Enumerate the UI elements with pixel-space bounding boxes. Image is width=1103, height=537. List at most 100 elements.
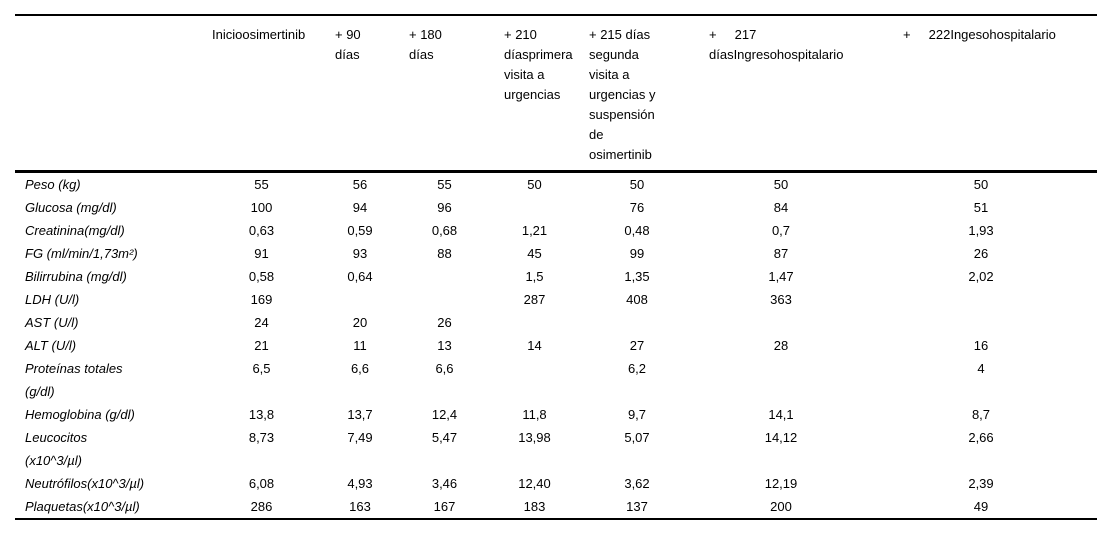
value-cell [697,357,865,403]
row-label: Plaquetas(x10^3/µl) [25,499,140,514]
value-cell: 363 [770,292,792,307]
value-cell: 9,7 [627,407,647,422]
column-header-222-dias: + 222Ingesohospitalario [865,15,1097,173]
value-cell: 8,7 [971,407,991,422]
value-cell: 6,6 [350,361,370,376]
value-cell: 12,19 [764,476,798,491]
row-label: FG (ml/min/1,73m²) [25,246,138,261]
metric-row-proteinas: Proteínas totales (g/dl) 6,5 6,6 6,6 6,2… [15,357,1097,403]
value-cell: 50 [773,177,789,192]
value-cell [397,265,492,288]
value-cell: 26 [437,315,452,330]
value-cell [865,311,1097,334]
value-cell: 5,47 [431,430,458,445]
row-label: Creatinina(mg/dl) [25,223,125,238]
value-cell: 14,1 [768,407,794,422]
corner-cell [15,15,200,173]
value-cell: 3,46 [431,476,458,491]
value-cell: 6,6 [435,361,454,376]
value-cell: 13,98 [518,430,551,445]
header-row: Inicioosimertinib + 90 días + 180 días +… [15,15,1097,173]
value-cell: 51 [973,200,989,215]
column-header-inicio: Inicioosimertinib [200,15,323,173]
value-cell: 6,08 [248,476,275,491]
metric-row-fg: FG (ml/min/1,73m²) 91 93 88 45 99 87 26 [15,242,1097,265]
followup-lab-values: Inicioosimertinib + 90 días + 180 días +… [15,14,1097,520]
column-header-215-dias: + 215 días segunda visita a urgencias y … [577,15,697,173]
value-cell: 76 [629,200,645,215]
value-cell: 1,35 [624,269,650,284]
value-cell: 0,64 [347,269,373,284]
value-cell: 45 [527,246,542,261]
value-cell: 11 [353,338,367,353]
metric-row-peso: Peso (kg) 55 56 55 50 50 50 50 [15,172,1097,197]
metric-row-bilirrubina: Bilirrubina (mg/dl) 0,58 0,64 1,5 1,35 1… [15,265,1097,288]
value-cell: 56 [352,177,368,192]
value-cell: 21 [254,338,269,353]
value-cell [577,311,697,334]
value-cell: 13 [437,338,452,353]
value-cell: 13,8 [248,407,275,422]
value-cell: 100 [250,200,273,215]
metric-row-hemoglobina: Hemoglobina (g/dl) 13,8 13,7 12,4 11,8 9… [15,403,1097,426]
value-cell: 287 [523,292,546,307]
value-cell: 3,62 [624,476,650,491]
value-cell: 84 [773,200,789,215]
value-cell [492,311,577,334]
value-cell: 4 [977,361,985,376]
row-label: Peso (kg) [25,177,81,192]
value-cell: 11,8 [522,407,547,422]
value-cell: 1,21 [521,223,548,238]
metric-row-leucocitos: Leucocitos (x10^3/µl) 8,73 7,49 5,47 13,… [15,426,1097,472]
value-cell: 167 [433,499,456,514]
value-cell: 28 [773,338,789,353]
value-cell: 13,7 [347,407,373,422]
column-header-210-dias: + 210 díasprimera visita a urgencias [492,15,577,173]
value-cell [865,288,1097,311]
value-cell: 0,63 [248,223,275,238]
metric-row-neutrofilos: Neutrófilos(x10^3/µl) 6,08 4,93 3,46 12,… [15,472,1097,495]
value-cell: 7,49 [347,430,373,445]
value-cell: 12,4 [431,407,458,422]
value-cell: 286 [250,499,273,514]
value-cell: 6,2 [627,361,647,376]
value-cell: 0,68 [431,223,458,238]
value-cell: 1,47 [768,269,794,284]
value-cell: 20 [352,315,368,330]
value-cell: 91 [254,246,269,261]
metric-row-alt: ALT (U/l) 21 11 13 14 27 28 16 [15,334,1097,357]
row-label: Hemoglobina (g/dl) [25,407,135,422]
row-label: AST (U/l) [25,315,79,330]
value-cell: 0,7 [771,223,791,238]
value-cell: 50 [973,177,989,192]
value-cell [697,311,865,334]
row-label: Bilirrubina (mg/dl) [25,269,127,284]
value-cell: 137 [626,499,648,514]
metric-row-ast: AST (U/l) 24 20 26 [15,311,1097,334]
row-label: LDH (U/l) [25,292,80,307]
row-label: Glucosa (mg/dl) [25,200,117,215]
value-cell: 88 [437,246,452,261]
value-cell: 14 [527,338,542,353]
metric-row-glucosa: Glucosa (mg/dl) 100 94 96 76 84 51 [15,196,1097,219]
metric-row-creatinina: Creatinina(mg/dl) 0,63 0,59 0,68 1,21 0,… [15,219,1097,242]
value-cell: 55 [437,177,452,192]
value-cell: 14,12 [764,430,798,445]
value-cell: 2,39 [968,476,994,491]
value-cell: 26 [973,246,989,261]
value-cell: 1,93 [968,223,994,238]
value-cell: 2,02 [968,269,994,284]
column-header-217-dias: + 217 díasIngresohospitalario [697,15,865,173]
value-cell: 99 [629,246,645,261]
value-cell: 169 [250,292,273,307]
value-cell: 49 [973,499,989,514]
column-header-90-dias: + 90 días [323,15,397,173]
value-cell: 2,66 [968,430,994,445]
row-label: Leucocitos (x10^3/µl) [25,430,88,468]
value-cell: 5,07 [624,430,650,445]
value-cell: 8,73 [248,430,275,445]
value-cell [397,288,492,311]
row-label: ALT (U/l) [25,338,77,353]
column-header-180-dias: + 180 días [397,15,492,173]
row-label: Neutrófilos(x10^3/µl) [25,476,145,491]
